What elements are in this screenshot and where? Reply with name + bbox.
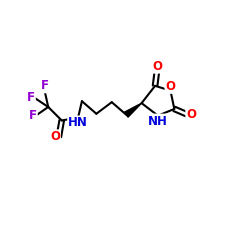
Text: F: F <box>27 91 35 104</box>
Text: NH: NH <box>148 114 168 128</box>
Text: O: O <box>166 80 175 93</box>
Text: O: O <box>50 130 60 143</box>
Text: O: O <box>186 108 196 121</box>
Polygon shape <box>124 103 142 117</box>
Text: HN: HN <box>68 116 88 130</box>
Text: O: O <box>152 60 162 73</box>
Text: F: F <box>40 79 48 92</box>
Text: F: F <box>29 109 37 122</box>
